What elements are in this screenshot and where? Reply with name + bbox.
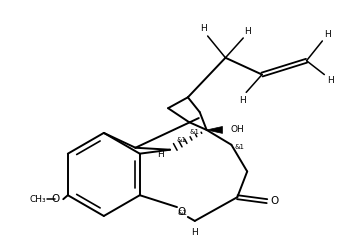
Text: O: O — [51, 194, 59, 204]
Text: H: H — [200, 24, 207, 32]
Text: &1: &1 — [190, 129, 200, 135]
Text: H: H — [239, 96, 246, 105]
Text: &1: &1 — [177, 137, 187, 143]
Text: H: H — [191, 228, 198, 237]
Text: H: H — [327, 76, 334, 85]
Text: OH: OH — [231, 126, 244, 134]
Text: H: H — [324, 30, 331, 38]
Text: &1: &1 — [178, 210, 188, 216]
Text: CH₃: CH₃ — [29, 195, 46, 204]
Text: O: O — [271, 196, 279, 206]
Polygon shape — [207, 126, 222, 134]
Text: &1: &1 — [234, 144, 244, 150]
Text: O: O — [178, 207, 186, 217]
Text: H: H — [244, 26, 251, 36]
Text: H: H — [157, 150, 164, 159]
